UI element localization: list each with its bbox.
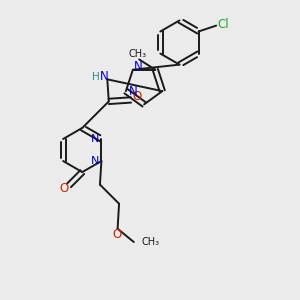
Text: Cl: Cl [217,18,229,31]
Text: O: O [112,228,122,241]
Text: O: O [132,91,141,103]
Text: N: N [100,70,109,83]
Text: CH₃: CH₃ [141,237,159,247]
Text: H: H [92,72,99,82]
Text: N: N [91,134,99,144]
Text: N: N [134,60,142,73]
Text: N: N [91,156,99,166]
Text: O: O [59,182,68,195]
Text: N: N [129,85,138,98]
Text: CH₃: CH₃ [129,49,147,58]
